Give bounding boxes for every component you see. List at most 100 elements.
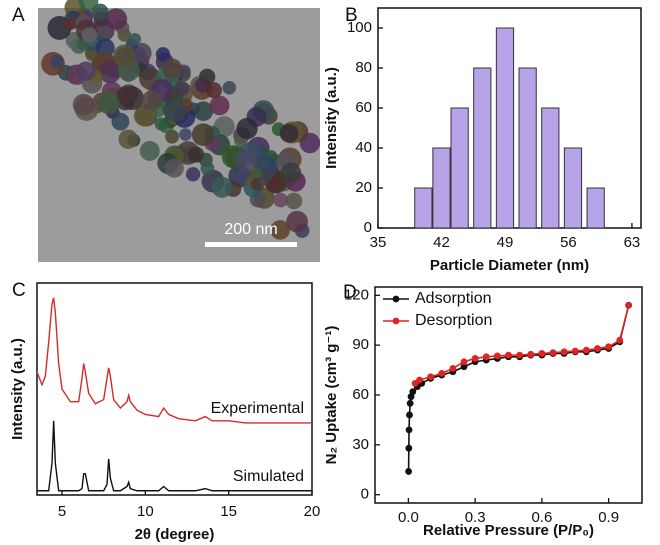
- particle: [285, 192, 303, 210]
- particle: [280, 162, 302, 184]
- y-axis-label: Intensity (a.u.): [323, 67, 340, 169]
- panel-label: B: [345, 5, 358, 26]
- x-tick-label: 15: [220, 503, 237, 520]
- y-tick-label: 60: [352, 386, 369, 403]
- legend-marker: [392, 317, 400, 325]
- y-tick-label: 60: [355, 99, 372, 116]
- marker: [516, 351, 524, 359]
- marker: [549, 349, 557, 357]
- y-axis-label: Intensity (a.u.): [9, 338, 26, 440]
- bar: [586, 187, 605, 229]
- bar: [450, 107, 469, 229]
- marker: [411, 379, 419, 387]
- marker: [505, 351, 512, 359]
- x-axis-label: 2θ (degree): [135, 526, 215, 543]
- particle: [76, 61, 96, 81]
- particle: [111, 112, 130, 131]
- particle: [81, 27, 98, 43]
- panel-label: D: [343, 282, 357, 303]
- y-tick-label: 20: [355, 179, 372, 196]
- particle: [185, 167, 201, 182]
- particle: [97, 92, 120, 115]
- particle: [91, 3, 109, 21]
- bar: [473, 67, 492, 229]
- bar: [563, 147, 583, 229]
- y-tick-label: 0: [364, 219, 372, 236]
- marker: [616, 336, 624, 344]
- particle: [105, 8, 128, 30]
- marker: [594, 345, 601, 352]
- x-axis-label: Particle Diameter (nm): [430, 257, 589, 274]
- x-tick-label: 35: [370, 234, 387, 251]
- particle: [234, 149, 258, 173]
- particle: [72, 93, 95, 116]
- panel-label: C: [12, 280, 26, 301]
- legend-marker: [392, 295, 400, 303]
- particle: [155, 47, 171, 62]
- particle: [179, 128, 192, 141]
- particle: [250, 167, 263, 181]
- x-tick-label: 63: [624, 234, 641, 251]
- marker: [460, 363, 468, 371]
- particle: [98, 60, 122, 84]
- marker: [493, 352, 501, 360]
- marker: [438, 370, 446, 377]
- particle: [222, 81, 237, 95]
- particle: [236, 117, 258, 140]
- marker: [482, 353, 490, 361]
- particle: [139, 140, 160, 161]
- particle: [162, 58, 183, 79]
- marker: [582, 346, 590, 354]
- marker: [538, 350, 546, 357]
- marker: [405, 444, 413, 452]
- x-tick-label: 20: [304, 503, 321, 520]
- y-tick-label: 40: [355, 139, 372, 156]
- series-line: [36, 297, 312, 424]
- x-tick-label: 42: [433, 234, 450, 251]
- particle: [270, 220, 291, 240]
- particle: [174, 81, 190, 97]
- series-label: Simulated: [233, 468, 304, 485]
- y-tick-label: 30: [352, 436, 369, 453]
- x-tick-label: 56: [560, 234, 577, 251]
- bar: [518, 67, 537, 229]
- particle: [286, 210, 308, 233]
- series-line: [407, 305, 630, 472]
- series-label: Experimental: [211, 400, 304, 417]
- y-tick-label: 80: [355, 59, 372, 76]
- particle: [113, 44, 136, 68]
- particle: [163, 99, 186, 122]
- scale-bar: [205, 242, 297, 247]
- marker: [406, 411, 413, 419]
- marker: [449, 365, 457, 372]
- y-axis-label: N₂ Uptake (cm³ g⁻¹): [323, 326, 340, 465]
- marker: [406, 399, 414, 407]
- marker: [560, 348, 568, 356]
- legend-label: Adsorption: [415, 290, 492, 307]
- marker: [405, 468, 412, 475]
- y-tick-label: 100: [347, 19, 372, 36]
- particle: [209, 95, 230, 116]
- particle: [191, 123, 215, 147]
- panel-label: A: [12, 5, 25, 26]
- x-tick-label: 0.3: [465, 509, 486, 526]
- particle: [211, 176, 233, 198]
- particle: [128, 32, 142, 46]
- marker: [427, 373, 435, 381]
- bar: [414, 187, 433, 229]
- marker: [471, 355, 479, 362]
- particle: [78, 0, 99, 12]
- scale-bar-label: 200 nm: [224, 221, 277, 238]
- particle: [193, 101, 214, 121]
- marker: [625, 301, 633, 309]
- particle: [200, 161, 215, 176]
- particle: [118, 129, 138, 149]
- particle: [63, 17, 77, 31]
- bar: [432, 147, 451, 229]
- x-tick-label: 0.0: [398, 509, 419, 526]
- y-tick-label: 0: [361, 486, 369, 503]
- particle: [165, 129, 180, 144]
- marker: [405, 426, 413, 434]
- particle: [50, 54, 64, 69]
